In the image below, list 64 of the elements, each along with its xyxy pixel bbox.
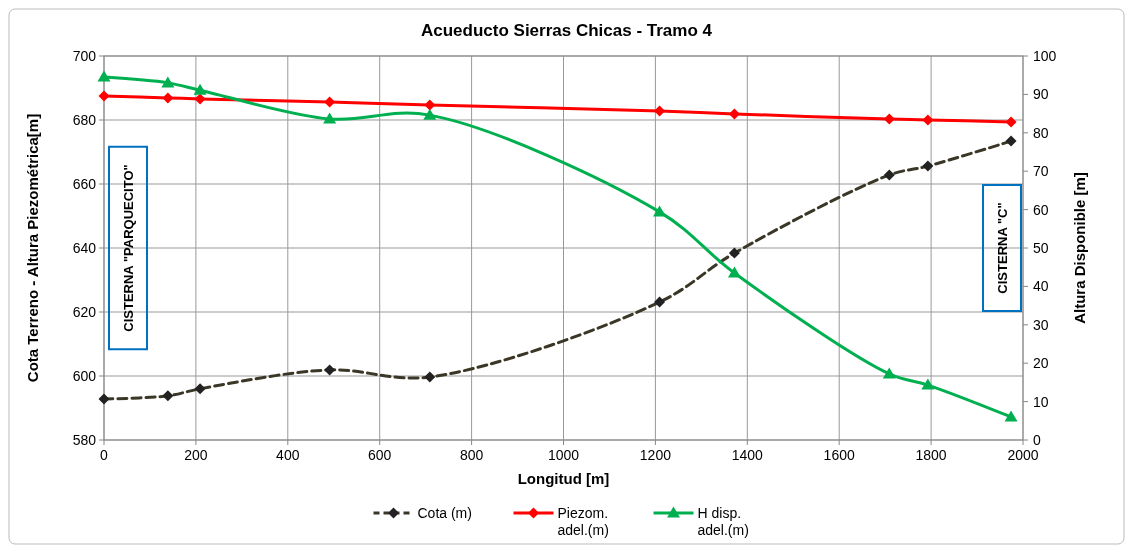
point <box>728 247 740 259</box>
y2-tick-label: 90 <box>1033 86 1049 103</box>
legend-label: H disp. adel.(m) <box>697 505 749 538</box>
y2-tick-label: 60 <box>1033 201 1049 218</box>
point <box>1004 410 1018 422</box>
annotation: CISTERNA "PARQUECITO" <box>121 164 136 332</box>
point <box>883 169 895 181</box>
point <box>654 296 666 308</box>
point <box>921 378 935 390</box>
legend-label: Cota (m) <box>417 505 472 521</box>
point <box>194 383 206 395</box>
chart-title: Acueducto Sierras Chicas - Tramo 4 <box>421 21 713 40</box>
y2-tick-label: 80 <box>1033 124 1049 141</box>
x-tick-label: 1800 <box>915 447 947 463</box>
point <box>324 364 336 376</box>
point <box>922 160 934 172</box>
point <box>323 112 337 124</box>
y-tick-label: 620 <box>72 304 97 320</box>
point <box>727 266 741 278</box>
point <box>882 367 896 379</box>
point <box>161 76 175 88</box>
y2-tick-label: 70 <box>1033 163 1049 180</box>
y-tick-label: 660 <box>72 176 97 192</box>
y2-axis-title: Altura Disponible [m] <box>1071 172 1088 324</box>
y-tick-label: 580 <box>72 432 97 448</box>
y-tick-label: 700 <box>72 48 97 64</box>
x-tick-label: 0 <box>100 447 109 463</box>
x-tick-label: 1000 <box>547 447 580 463</box>
point <box>922 114 934 126</box>
y2-tick-label: 50 <box>1033 240 1049 256</box>
point <box>424 99 436 111</box>
legend-label: Piezom. adel.(m) <box>557 505 609 538</box>
point <box>653 205 667 217</box>
point <box>98 90 110 102</box>
point <box>98 393 110 405</box>
point <box>1005 116 1017 128</box>
x-tick-label: 200 <box>184 447 208 463</box>
y2-tick-label: 20 <box>1033 355 1049 372</box>
y2-tick-label: 40 <box>1033 278 1049 295</box>
x-tick-label: 2000 <box>1007 447 1039 463</box>
point <box>162 92 174 104</box>
point <box>193 83 207 95</box>
point <box>194 93 206 105</box>
x-axis-title: Longitud [m] <box>517 470 610 487</box>
y2-tick-label: 30 <box>1033 316 1049 333</box>
point <box>97 70 111 82</box>
y-tick-label: 640 <box>72 240 97 256</box>
annotation: CISTERNA "C" <box>995 202 1010 294</box>
x-tick-label: 600 <box>368 447 392 463</box>
y-axis-title: Cota Terreno - Altura Piezométrica[m] <box>24 113 41 383</box>
y-tick-label: 600 <box>72 368 97 384</box>
point <box>424 371 436 383</box>
x-tick-label: 400 <box>276 447 300 463</box>
x-tick-label: 800 <box>459 447 484 463</box>
y2-tick-label: 10 <box>1033 393 1049 410</box>
point <box>162 390 174 402</box>
point <box>1005 135 1017 147</box>
point <box>423 108 437 120</box>
x-tick-label: 1400 <box>731 447 764 463</box>
y2-tick-label: 100 <box>1033 48 1057 64</box>
y-tick-label: 680 <box>72 112 97 128</box>
x-tick-label: 1600 <box>823 447 855 463</box>
y2-tick-label: 0 <box>1033 432 1041 448</box>
x-tick-label: 1200 <box>639 447 672 463</box>
